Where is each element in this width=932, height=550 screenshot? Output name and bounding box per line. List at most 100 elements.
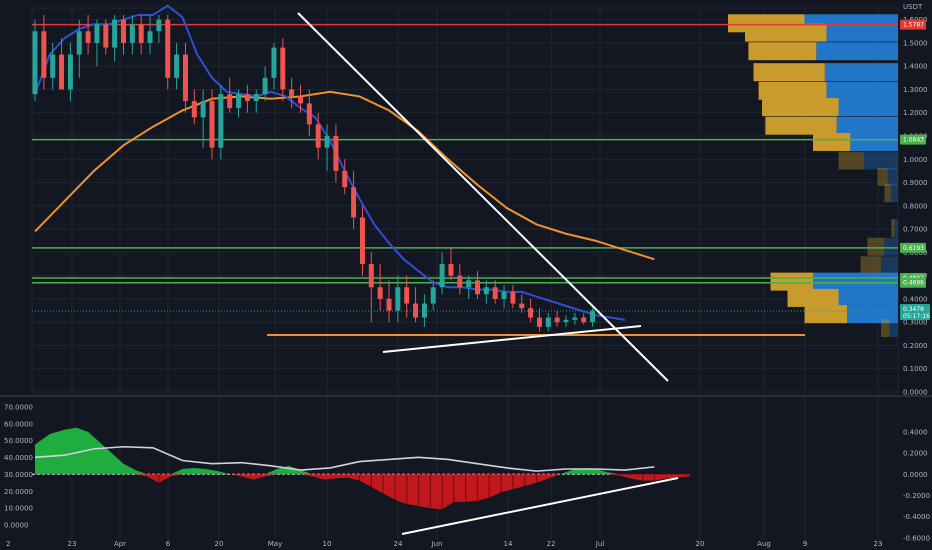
- candle-body: [536, 317, 542, 327]
- time-tick-label: 6: [166, 540, 171, 548]
- time-tick-label: 20: [696, 540, 705, 548]
- candle-body: [227, 94, 233, 109]
- candle-body: [421, 303, 427, 318]
- time-tick-label: Jul: [595, 540, 605, 548]
- oscillator-left-tick: 70.0000: [4, 404, 33, 412]
- candle-body: [324, 136, 330, 148]
- time-tick-label: 9: [803, 540, 807, 548]
- oscillator-left-tick: 60.0000: [4, 420, 33, 428]
- volume-profile-bar-down: [864, 151, 898, 170]
- candle-body: [413, 303, 419, 318]
- candle-body: [377, 287, 383, 299]
- candle-body: [342, 170, 348, 188]
- candle-body: [271, 47, 277, 78]
- oscillator-right-tick: 0.4000: [903, 428, 928, 436]
- candle-body: [147, 31, 153, 43]
- candle-body: [41, 31, 47, 78]
- price-tick-label: 0.2000: [903, 342, 928, 350]
- volume-profile-bar-down: [838, 98, 898, 117]
- volume-profile-bar-up: [813, 132, 851, 151]
- candle-body: [85, 31, 91, 43]
- timeframe-badge: 2: [6, 540, 10, 548]
- volume-profile-bar-down: [816, 42, 898, 61]
- volume-profile-bar-up: [765, 116, 837, 135]
- candle-body: [475, 280, 480, 295]
- candle-body: [94, 24, 100, 43]
- volume-profile-bar-up: [758, 81, 827, 100]
- oscillator-line: [34, 445, 655, 472]
- ascending-trendline: [382, 325, 642, 353]
- candle-body: [112, 19, 118, 48]
- time-tick-label: May: [268, 540, 282, 548]
- candle-body: [581, 317, 587, 323]
- volume-profile-bar-down: [826, 81, 898, 100]
- oscillator-pane[interactable]: [32, 427, 690, 535]
- volume-profile-bar-down: [889, 319, 898, 338]
- volume-profile-bar-down: [891, 184, 898, 203]
- oscillator-left-tick: 40.0000: [4, 454, 33, 462]
- volume-profile-bar-down: [836, 116, 898, 135]
- volume-profile-bar-up: [860, 256, 881, 275]
- level-price-label: 1.0843: [903, 137, 924, 144]
- candle-body: [333, 136, 339, 171]
- volume-profile-bar-up: [770, 272, 813, 291]
- price-tick-label: 1.3000: [903, 86, 928, 94]
- volume-profile-bar-down: [826, 23, 898, 42]
- price-tick-label: 0.7000: [903, 226, 928, 234]
- candle-body: [545, 317, 551, 327]
- oscillator-left-tick: 0.0000: [4, 522, 29, 530]
- candle-body: [236, 94, 242, 109]
- time-tick-label: 24: [394, 540, 403, 548]
- price-pane[interactable]: [31, 4, 899, 540]
- level-price-badge: [900, 134, 926, 145]
- current-price-label: 0.3478: [903, 306, 924, 313]
- time-tick-label: 22: [547, 540, 556, 548]
- candle-body: [138, 24, 144, 43]
- volume-profile-bar-up: [891, 219, 895, 238]
- candle-body: [448, 264, 454, 276]
- candle-body: [404, 287, 410, 304]
- price-tick-label: 1.5000: [903, 39, 928, 47]
- candle-body: [129, 24, 135, 43]
- oscillator-trendline: [401, 477, 679, 535]
- candle-body: [209, 101, 215, 148]
- candle-body: [510, 291, 516, 304]
- volume-profile-bar-up: [884, 184, 892, 203]
- volume-profile-bar-up: [745, 23, 827, 42]
- descending-trendline: [297, 12, 669, 382]
- price-tick-label: 0.3000: [903, 319, 928, 327]
- price-tick-label: 0.1000: [903, 365, 928, 373]
- candle-body: [262, 77, 268, 95]
- candle-body: [191, 101, 197, 118]
- axes: 1.60001.50001.40001.30001.20001.10001.00…: [0, 16, 932, 548]
- volume-profile-bar-down: [881, 256, 898, 275]
- candle-body: [528, 308, 534, 318]
- candle-body: [121, 19, 126, 43]
- candle-body: [280, 47, 286, 90]
- countdown-label: 05:17:16: [903, 313, 930, 320]
- candle-body: [590, 310, 596, 323]
- candle-body: [368, 264, 374, 288]
- volume-profile-bar-up: [877, 167, 888, 186]
- volume-profile-bar-up: [753, 63, 825, 82]
- level-price-badge: [900, 242, 926, 253]
- price-tick-label: 1.0000: [903, 156, 928, 164]
- oscillator-left-tick: 50.0000: [4, 437, 33, 445]
- time-tick-label: 23: [874, 540, 883, 548]
- time-tick-label: 23: [68, 540, 77, 548]
- candle-body: [32, 31, 38, 95]
- volume-profile-bar-up: [867, 237, 885, 256]
- oscillator-right-tick: -0.6000: [903, 534, 930, 542]
- candle-body: [483, 287, 489, 295]
- candle-body: [174, 54, 180, 78]
- candle-body: [492, 287, 498, 299]
- candle-body: [501, 291, 507, 299]
- volume-profile-bar-down: [894, 219, 898, 238]
- oscillator-right-tick: -0.2000: [903, 492, 930, 500]
- candle-body: [218, 94, 224, 148]
- candle-body: [430, 287, 436, 304]
- candle-body: [59, 54, 65, 90]
- price-tick-label: 0.0000: [903, 389, 928, 397]
- volume-profile-bar-down: [813, 272, 898, 291]
- volume-profile-bar-down: [847, 305, 898, 324]
